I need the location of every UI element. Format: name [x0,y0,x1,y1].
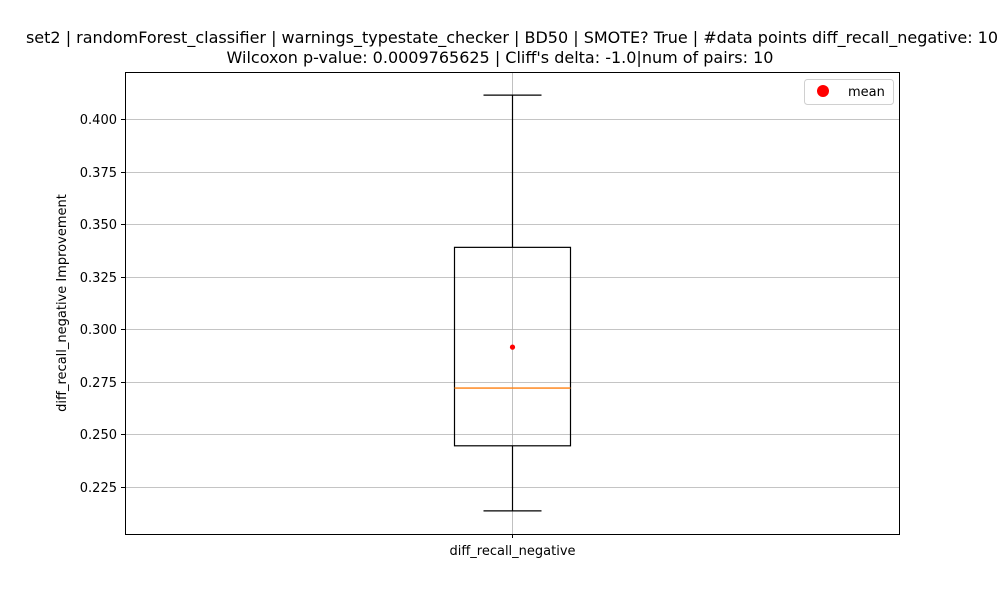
chart-title-line-1: set2 | randomForest_classifier | warning… [25,28,999,47]
boxes [453,94,572,512]
y-tick-label: 0.375 [80,166,117,181]
iqr-box [453,246,572,447]
chart-title-line-2: Wilcoxon p-value: 0.0009765625 | Cliff's… [226,48,774,67]
y-tick-label: 0.275 [80,376,117,391]
y-tick-label: 0.300 [80,323,117,338]
y-tick-label: 0.400 [80,113,117,128]
y-tick-label: 0.325 [80,271,117,286]
mean-marker [509,344,516,350]
x-tick-label: diff_recall_negative [449,544,575,559]
axis-ticks: 0.225 0.250 0.275 0.300 0.325 0.350 0.375 0.400… [80,113,576,559]
legend-frame [804,79,894,105]
legend: mean [804,79,894,105]
legend-mean-label: mean [848,85,885,100]
y-axis-label: diff_recall_negative Improvement [55,194,70,412]
y-tick-label: 0.350 [80,218,117,233]
y-tick-label: 0.250 [80,428,117,443]
y-tick-label: 0.225 [80,481,117,496]
legend-mean-marker [817,85,829,97]
